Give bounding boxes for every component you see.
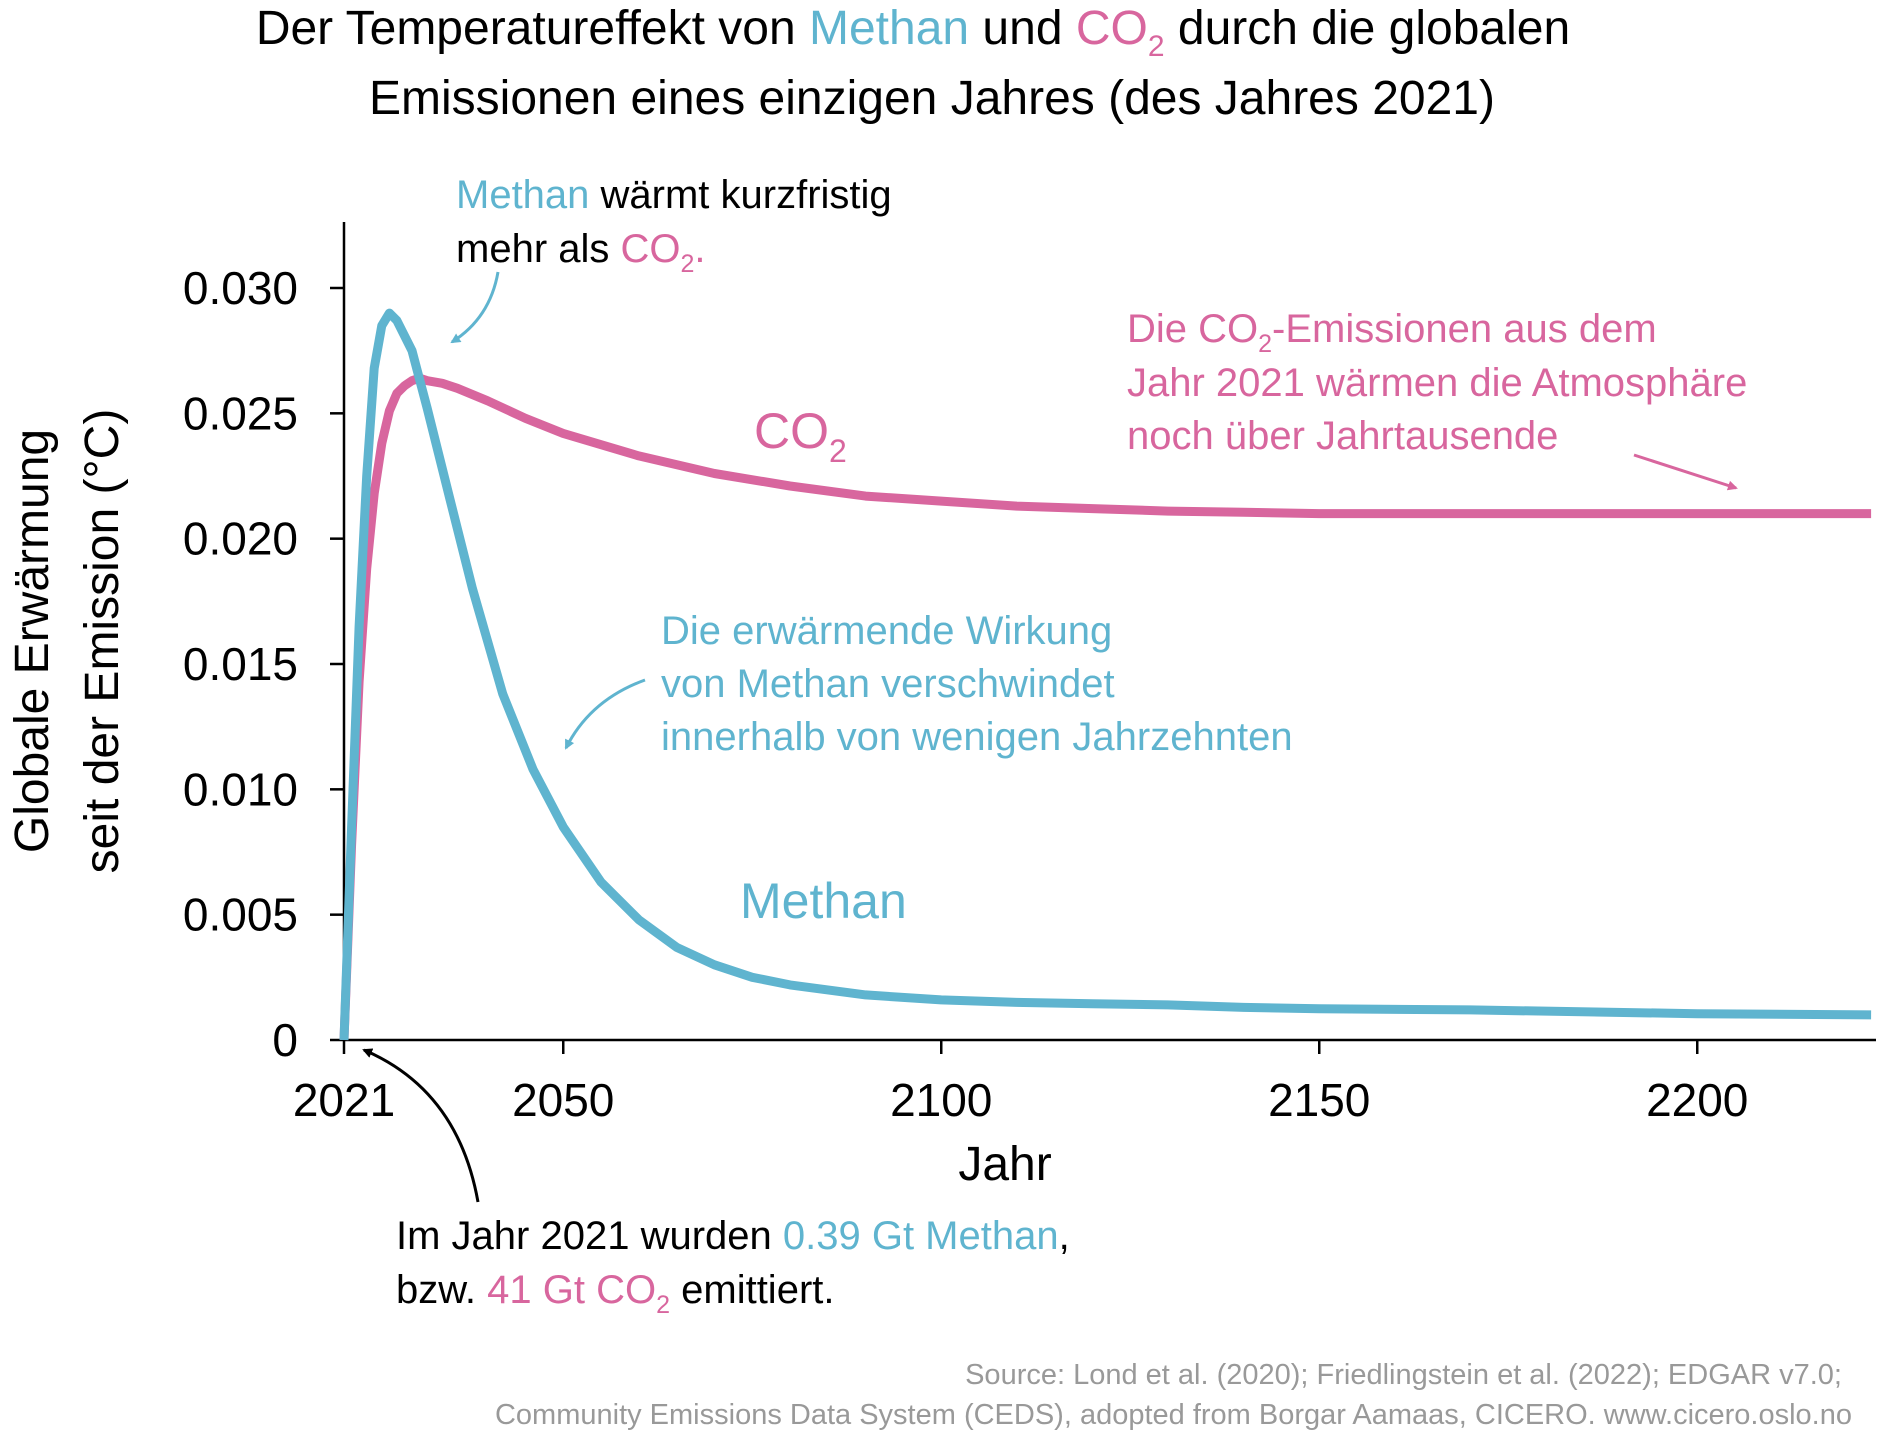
annotation-1-line-2: mehr als CO2. bbox=[456, 227, 706, 278]
series-line-methan bbox=[339, 308, 1872, 1041]
annotation-2-line-1: Die CO2-Emissionen aus dem bbox=[1127, 307, 1657, 358]
x-tick-label: 2150 bbox=[1268, 1074, 1370, 1126]
annotation-3-arrow bbox=[564, 678, 646, 750]
annotation-2-line-3: noch über Jahrtausende bbox=[1127, 414, 1558, 458]
x-ticks: 2021 2050 2100 2150 2200 bbox=[293, 1040, 1748, 1126]
annotation-2-arrow bbox=[1633, 453, 1738, 491]
series-label-co2: CO2 bbox=[754, 403, 847, 469]
annotation-3-line-2: von Methan verschwindet bbox=[661, 662, 1115, 706]
chart-title-line-1: Der Temperatureffekt von Methan und CO2 … bbox=[256, 2, 1570, 63]
annotation-2-line-2: Jahr 2021 wärmen die Atmosphäre bbox=[1127, 361, 1747, 405]
annotation-4-line-1: Im Jahr 2021 wurden 0.39 Gt Methan, bbox=[396, 1214, 1070, 1258]
x-tick-label: 2200 bbox=[1646, 1074, 1748, 1126]
y-axis-label-line-1: Globale Erwärmung bbox=[6, 429, 59, 853]
series-label-methan: Methan bbox=[740, 873, 907, 929]
series-line-co2 bbox=[339, 373, 1872, 1041]
y-ticks: 0 0.005 0.010 0.015 0.020 0.025 0.030 bbox=[183, 262, 344, 1066]
y-tick-label: 0.025 bbox=[183, 387, 298, 439]
y-tick-label: 0.020 bbox=[183, 513, 298, 565]
y-tick-label: 0.005 bbox=[183, 889, 298, 941]
annotation-3-line-1: Die erwärmende Wirkung bbox=[661, 609, 1112, 653]
y-tick-label: 0.015 bbox=[183, 638, 298, 690]
y-tick-label: 0 bbox=[272, 1014, 298, 1066]
annotation-4-line-2: bzw. 41 Gt CO2 emittiert. bbox=[396, 1268, 835, 1319]
series-layer bbox=[339, 308, 1872, 1041]
x-tick-label: 2050 bbox=[512, 1074, 614, 1126]
x-axis-label: Jahr bbox=[958, 1138, 1051, 1191]
annotation-1-line-1: Methan wärmt kurzfristig bbox=[456, 173, 892, 217]
y-tick-label: 0.010 bbox=[183, 763, 298, 815]
source-line-2: Community Emissions Data System (CEDS), … bbox=[495, 1399, 1852, 1431]
x-tick-label: 2021 bbox=[293, 1074, 395, 1126]
source-line-1: Source: Lond et al. (2020); Friedlingste… bbox=[965, 1359, 1842, 1391]
y-tick-label: 0.030 bbox=[183, 262, 298, 314]
x-tick-label: 2100 bbox=[890, 1074, 992, 1126]
y-axis-label-line-2: seit der Emission (°C) bbox=[76, 409, 129, 874]
annotation-1-arrow bbox=[450, 271, 500, 344]
chart-title-line-2: Emissionen eines einzigen Jahres (des Ja… bbox=[369, 72, 1495, 125]
annotation-3-line-3: innerhalb von wenigen Jahrzehnten bbox=[661, 715, 1293, 759]
annotation-4-arrow bbox=[362, 1048, 480, 1203]
